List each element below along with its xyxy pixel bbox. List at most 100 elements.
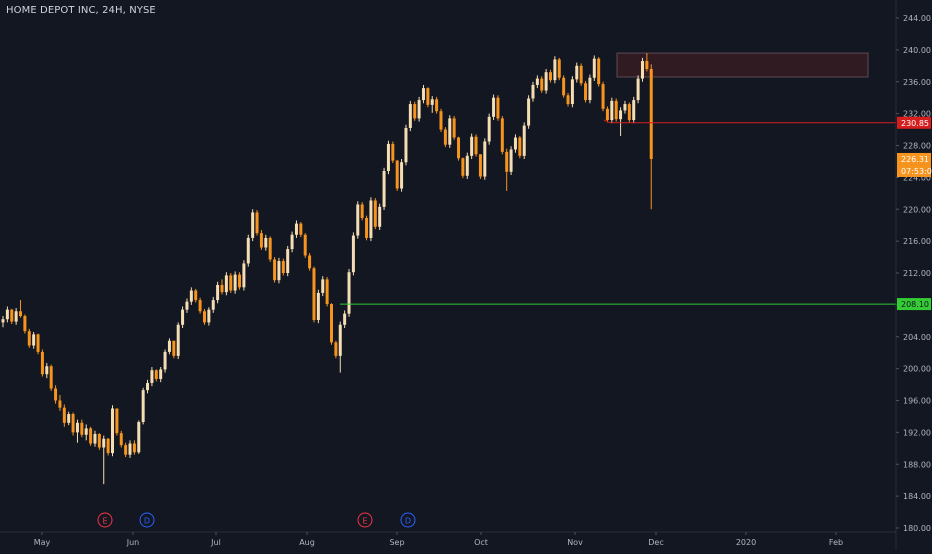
- candle-body: [40, 351, 44, 375]
- candle-body: [325, 279, 329, 305]
- candle-body: [435, 99, 439, 112]
- candle-body: [150, 370, 154, 383]
- dividend-event-label: D: [405, 517, 411, 526]
- candle-body: [299, 223, 303, 235]
- candle-body: [365, 218, 369, 238]
- candle-body: [294, 223, 298, 235]
- candle-body: [649, 69, 653, 159]
- candle-body: [448, 118, 452, 145]
- countdown-price-badge: [897, 165, 931, 177]
- candle-body: [49, 366, 53, 389]
- time-tick-label: Sep: [389, 538, 404, 547]
- candle-body: [356, 204, 360, 236]
- candle-body: [413, 104, 417, 119]
- price-tick-label: 192.00: [903, 428, 931, 437]
- candle-body: [518, 137, 522, 156]
- candle-body: [562, 77, 566, 96]
- candle-body: [141, 390, 145, 423]
- dividend-event-marker: [139, 512, 155, 528]
- candle-body: [347, 272, 351, 314]
- candle-body: [14, 311, 18, 322]
- candle-body: [470, 136, 474, 156]
- candle-body: [535, 78, 539, 85]
- candle-body: [119, 433, 123, 446]
- candle-body: [474, 136, 478, 155]
- candle-body: [23, 316, 27, 332]
- price-tick-label: 204.00: [903, 333, 931, 342]
- price-tick-label: 240.00: [903, 46, 931, 55]
- candle-body: [540, 78, 544, 91]
- candle-body: [163, 351, 167, 370]
- candle-body: [395, 160, 399, 189]
- time-tick-label: Oct: [474, 538, 488, 547]
- candle-body: [229, 275, 233, 291]
- price-tick-label: 228.00: [903, 142, 931, 151]
- candle-body: [5, 309, 9, 320]
- candle-body: [115, 408, 119, 434]
- candle-body: [592, 58, 596, 78]
- candle-body: [408, 104, 412, 128]
- candle-body: [597, 58, 601, 85]
- candle-body: [36, 334, 40, 352]
- price-tick-label: 188.00: [903, 460, 931, 469]
- candle-body: [32, 334, 36, 346]
- candle-body: [465, 155, 469, 176]
- candle-body: [382, 171, 386, 207]
- candle-body: [106, 438, 110, 454]
- resistance-price-label: 230.85: [901, 119, 929, 128]
- candle-body: [93, 433, 97, 444]
- candle-body: [338, 324, 342, 356]
- candle-body: [71, 414, 75, 433]
- candle-body: [194, 290, 198, 301]
- earnings-event-marker: [97, 512, 113, 528]
- time-tick-label: Nov: [567, 538, 583, 547]
- candle-body: [509, 149, 513, 172]
- price-labels-group: 230.85 226.31 07:53:02 208.10: [897, 116, 932, 311]
- candle-body: [386, 143, 390, 171]
- candle-body: [84, 428, 88, 435]
- countdown-price-label: 07:53:02: [901, 167, 932, 176]
- candle-body: [478, 154, 482, 177]
- candle-body: [242, 263, 246, 288]
- candle-body: [430, 99, 434, 105]
- price-tick-label: 180.00: [903, 524, 931, 533]
- candle-body: [492, 97, 496, 117]
- candle-body: [259, 233, 263, 248]
- candle-body: [102, 438, 106, 448]
- supply-zone: [616, 52, 869, 78]
- candle-body: [146, 382, 150, 391]
- candle-body: [601, 84, 605, 109]
- time-tick-label: Feb: [829, 538, 843, 547]
- time-tick-label: Jul: [210, 538, 221, 547]
- candle-body: [97, 433, 101, 448]
- candle-body: [62, 407, 66, 423]
- candle-body: [461, 158, 465, 176]
- candle-body: [172, 340, 176, 356]
- candle-body: [1, 319, 5, 323]
- time-axis[interactable]: May Jun Jul Aug Sep Oct Nov Dec 2020 Feb: [0, 531, 896, 547]
- candle-body: [181, 309, 185, 325]
- earnings-event-marker: [357, 512, 373, 528]
- candle-body: [132, 443, 136, 453]
- price-tick-label: 212.00: [903, 269, 931, 278]
- candle-body: [549, 72, 552, 81]
- candle-body: [439, 111, 443, 130]
- symbol-title: HOME DEPOT INC, 24H, NYSE: [6, 5, 156, 16]
- candle-body: [80, 422, 84, 435]
- candle-body: [373, 200, 377, 227]
- candle-body: [557, 59, 561, 78]
- candle-body: [610, 100, 614, 120]
- candle-body: [202, 311, 206, 323]
- candle-body: [404, 127, 408, 163]
- candle-body: [570, 79, 574, 105]
- candle-body: [334, 342, 338, 356]
- candle-body: [238, 274, 242, 288]
- candle-body: [58, 400, 62, 408]
- candle-body: [417, 100, 421, 119]
- candle-body: [19, 311, 23, 317]
- last-price-label: 226.31: [901, 155, 929, 164]
- last-price-badge: [897, 152, 931, 165]
- candle-body: [124, 445, 128, 455]
